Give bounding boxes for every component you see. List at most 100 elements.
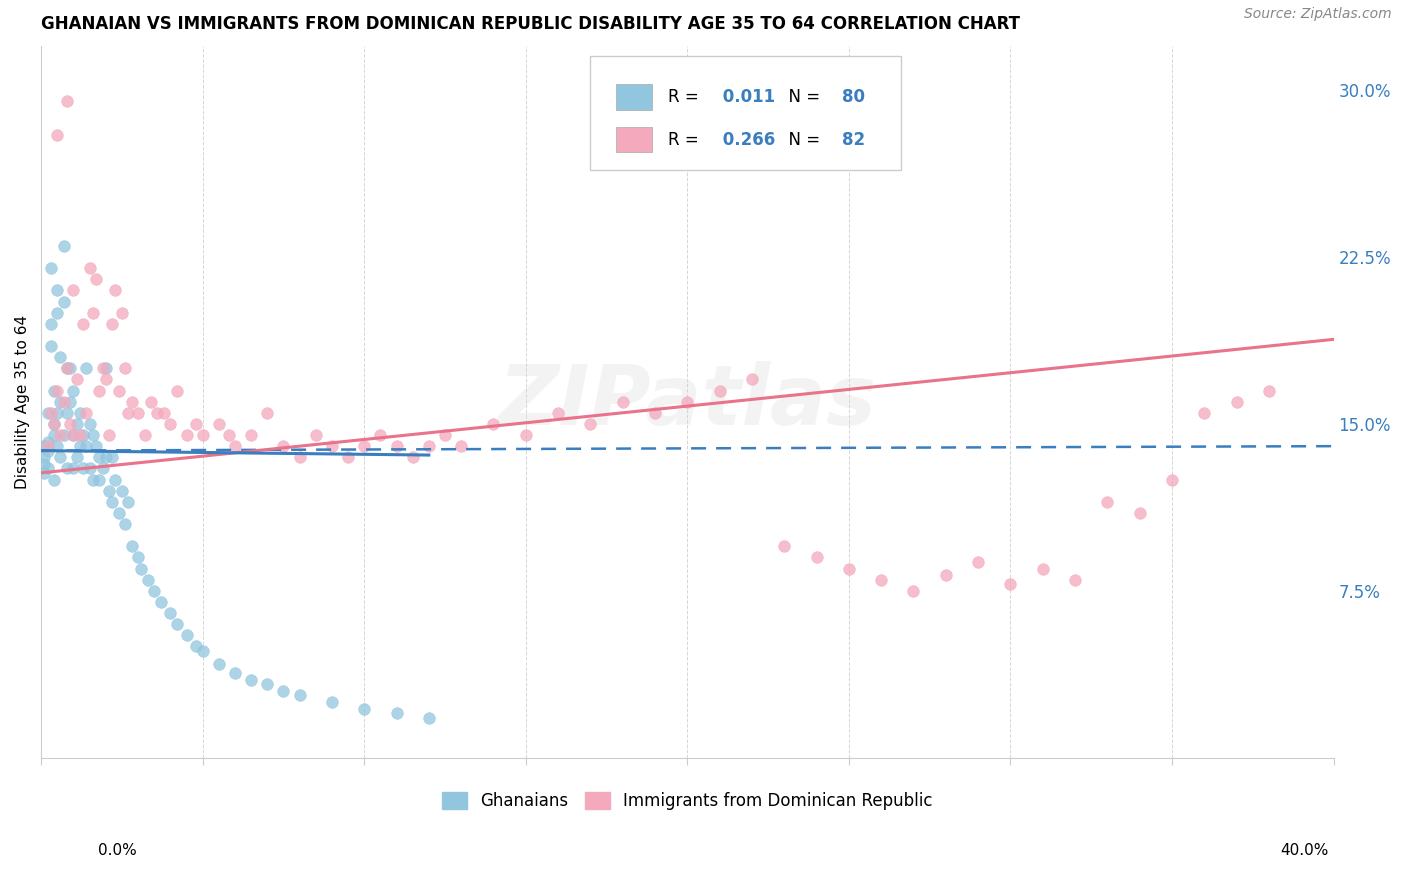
- Point: [56, 95, 79, 109]
- Point: [101, 317, 124, 331]
- Point: [46, 306, 69, 320]
- Text: GHANAIAN VS IMMIGRANTS FROM DOMINICAN REPUBLIC DISABILITY AGE 35 TO 64 CORRELATI: GHANAIAN VS IMMIGRANTS FROM DOMINICAN RE…: [41, 15, 1021, 33]
- Point: [353, 702, 375, 716]
- Point: [97, 483, 120, 498]
- Point: [240, 428, 263, 442]
- Point: [191, 644, 214, 658]
- Point: [136, 573, 159, 587]
- Point: [66, 450, 89, 465]
- Point: [139, 394, 162, 409]
- Point: [34, 439, 56, 453]
- Point: [121, 394, 143, 409]
- Point: [1226, 394, 1249, 409]
- Text: R =: R =: [668, 88, 704, 106]
- Point: [46, 128, 69, 142]
- Point: [288, 689, 311, 703]
- Point: [66, 417, 89, 431]
- Point: [66, 372, 89, 386]
- Point: [111, 306, 134, 320]
- Point: [37, 434, 59, 449]
- Point: [240, 673, 263, 687]
- Point: [111, 483, 134, 498]
- Point: [186, 417, 208, 431]
- Point: [256, 406, 278, 420]
- Text: 80: 80: [842, 88, 866, 106]
- Point: [1064, 573, 1087, 587]
- Point: [191, 428, 214, 442]
- Point: [107, 384, 129, 398]
- Point: [62, 284, 84, 298]
- Point: [97, 428, 120, 442]
- Point: [37, 439, 59, 453]
- Point: [121, 539, 143, 553]
- Point: [224, 439, 246, 453]
- Point: [46, 384, 69, 398]
- Point: [84, 272, 107, 286]
- Point: [46, 406, 69, 420]
- Text: 40.0%: 40.0%: [1281, 843, 1329, 858]
- Point: [114, 516, 136, 531]
- Point: [385, 706, 408, 720]
- Point: [114, 361, 136, 376]
- Point: [1097, 495, 1119, 509]
- Point: [72, 428, 94, 442]
- Point: [59, 417, 82, 431]
- Text: R =: R =: [668, 131, 704, 149]
- Point: [143, 583, 166, 598]
- Point: [166, 617, 188, 632]
- Point: [69, 428, 91, 442]
- Point: [101, 450, 124, 465]
- Point: [56, 361, 79, 376]
- Point: [69, 439, 91, 453]
- Point: [94, 372, 117, 386]
- Point: [224, 666, 246, 681]
- Point: [91, 361, 114, 376]
- Point: [1257, 384, 1279, 398]
- Point: [79, 417, 101, 431]
- Point: [644, 406, 666, 420]
- Point: [838, 561, 860, 575]
- Point: [273, 684, 295, 698]
- Point: [273, 439, 295, 453]
- Point: [62, 428, 84, 442]
- Point: [46, 439, 69, 453]
- Point: [91, 461, 114, 475]
- Point: [870, 573, 893, 587]
- Legend: Ghanaians, Immigrants from Dominican Republic: Ghanaians, Immigrants from Dominican Rep…: [436, 786, 939, 817]
- Point: [741, 372, 763, 386]
- Point: [166, 384, 188, 398]
- Point: [418, 439, 440, 453]
- Point: [117, 406, 139, 420]
- FancyBboxPatch shape: [591, 56, 901, 170]
- Point: [69, 406, 91, 420]
- Point: [159, 417, 181, 431]
- Point: [42, 417, 65, 431]
- Point: [72, 317, 94, 331]
- Point: [52, 428, 75, 442]
- Point: [62, 428, 84, 442]
- Point: [153, 406, 176, 420]
- Point: [676, 394, 699, 409]
- Point: [39, 339, 62, 353]
- Point: [321, 695, 343, 709]
- Point: [1161, 473, 1184, 487]
- Point: [37, 461, 59, 475]
- Point: [89, 450, 111, 465]
- Point: [208, 657, 231, 672]
- Point: [59, 394, 82, 409]
- Text: ZIPatlas: ZIPatlas: [498, 361, 876, 442]
- Point: [353, 439, 375, 453]
- Point: [321, 439, 343, 453]
- Point: [94, 361, 117, 376]
- Point: [104, 284, 127, 298]
- Point: [612, 394, 634, 409]
- Point: [34, 457, 56, 471]
- Point: [39, 406, 62, 420]
- Point: [46, 284, 69, 298]
- Point: [89, 384, 111, 398]
- Point: [146, 406, 169, 420]
- Point: [806, 550, 828, 565]
- Point: [79, 261, 101, 276]
- Point: [104, 473, 127, 487]
- Point: [49, 450, 72, 465]
